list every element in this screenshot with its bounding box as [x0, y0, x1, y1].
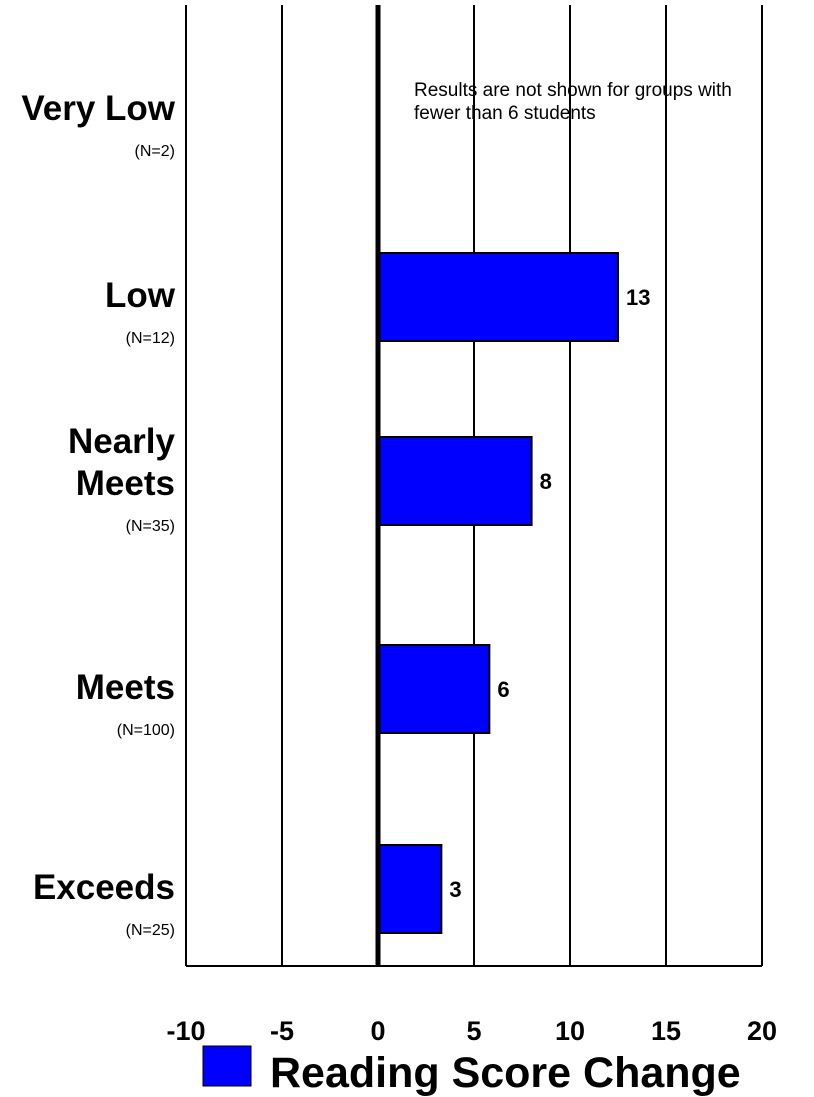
annotation-line: Results are not shown for groups with — [414, 80, 732, 101]
legend: Reading Score Change — [202, 1045, 741, 1097]
x-tick-label: 10 — [555, 1016, 585, 1046]
annotation-line: fewer than 6 students — [414, 103, 596, 124]
data-label: 13 — [626, 285, 650, 310]
legend-label: Reading Score Change — [270, 1049, 741, 1097]
category-name: Meets — [76, 668, 175, 707]
x-tick-label: -5 — [270, 1016, 294, 1046]
category-count: (N=2) — [135, 143, 175, 160]
bar — [377, 252, 619, 342]
bar — [377, 644, 491, 734]
category-label: Very Low (N=2) — [21, 89, 175, 160]
x-tick-label: 20 — [747, 1016, 777, 1046]
category-label: Meets (N=100) — [76, 668, 175, 739]
category-count: (N=25) — [126, 922, 175, 939]
data-label: 8 — [540, 469, 552, 494]
category-label: Low (N=12) — [105, 276, 176, 347]
category-count: (N=100) — [117, 722, 175, 739]
bar — [377, 436, 533, 526]
category-name: Meets — [76, 464, 175, 503]
category-name: Exceeds — [33, 868, 175, 907]
category-label: Exceeds (N=25) — [33, 868, 175, 939]
data-label: 3 — [449, 877, 461, 902]
bar — [377, 844, 443, 934]
category-name: Low — [105, 276, 176, 315]
x-tick-label: 15 — [651, 1016, 681, 1046]
category-count: (N=12) — [126, 330, 175, 347]
category-count: (N=35) — [126, 518, 175, 535]
x-tick-label: -10 — [166, 1016, 205, 1046]
category-name: Very Low — [21, 89, 175, 128]
category-labels: Very Low(N=2)Low(N=12)NearlyMeets(N=35)M… — [21, 89, 175, 939]
x-tick-label: 0 — [370, 1016, 385, 1046]
x-tick-labels: -10 -5 0 5 10 15 20 — [166, 1016, 777, 1046]
data-label: 6 — [497, 677, 509, 702]
category-name: Nearly — [68, 422, 176, 461]
x-tick-label: 5 — [466, 1016, 481, 1046]
annotation: Results are not shown for groups with few… — [414, 80, 732, 124]
legend-swatch — [202, 1045, 252, 1087]
bars: 13 8 6 3 — [377, 252, 650, 934]
